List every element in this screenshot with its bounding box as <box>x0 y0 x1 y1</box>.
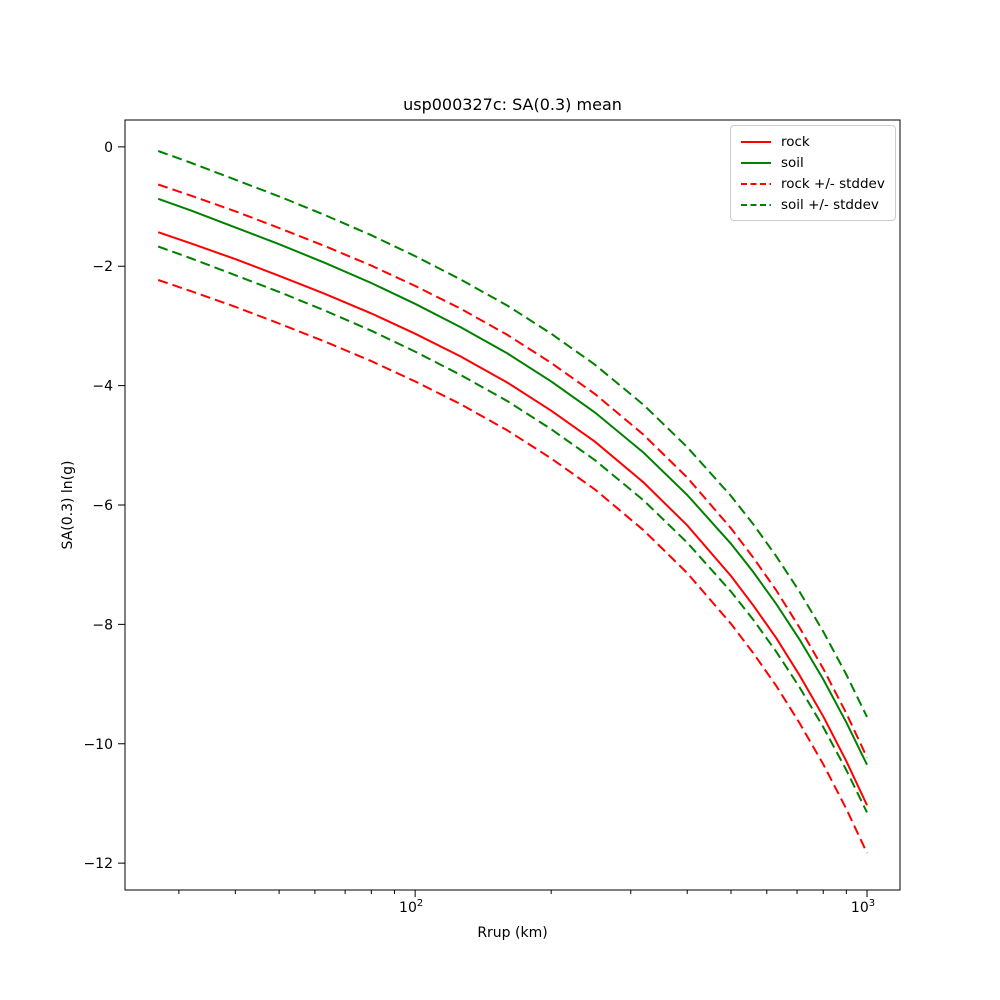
legend-line-sample-dashed <box>741 203 771 206</box>
legend-item-soil_stddev_band: soil +/- stddev <box>740 194 886 215</box>
legend-label: soil +/- stddev <box>781 196 879 213</box>
legend-label: rock <box>781 133 810 150</box>
x-axis-label: Rrup (km) <box>477 925 547 941</box>
ticks-layer: 0 −2 −4 −6 −8 −10 −12 102 103 <box>83 140 875 916</box>
curve-rock-minus-stddev <box>157 279 868 854</box>
y-axis-tick-label: −8 <box>92 617 113 633</box>
curve-rock-plus-stddev <box>157 183 868 758</box>
legend-item-rock_stddev_band: rock +/- stddev <box>740 173 886 194</box>
curve-soil-minus-stddev <box>157 245 868 813</box>
curve-soil <box>157 197 868 766</box>
y-axis-tick-label: −10 <box>83 737 113 753</box>
y-axis-tick-label: −4 <box>92 379 113 395</box>
curve-rock <box>157 231 868 806</box>
legend-item-rock: rock <box>740 131 886 152</box>
legend-label: soil <box>781 154 804 171</box>
x-axis-tick-label: 103 <box>851 898 875 916</box>
chart-title: usp000327c: SA(0.3) mean <box>403 95 622 114</box>
curve-soil-plus-stddev <box>157 150 868 718</box>
y-axis-tick-label: −6 <box>92 498 113 514</box>
legend: rock soil rock +/- stddev soil +/- stddev <box>730 125 896 221</box>
y-axis-label: SA(0.3) ln(g) <box>60 461 76 550</box>
legend-line-sample-dashed <box>741 182 771 185</box>
legend-label: rock +/- stddev <box>781 175 885 192</box>
y-axis-tick-label: −2 <box>92 259 113 275</box>
x-axis-tick-label: 102 <box>399 898 423 916</box>
axes-spine <box>124 119 901 891</box>
y-axis-tick-label: −12 <box>83 856 113 872</box>
curves-layer <box>157 150 868 854</box>
legend-line-sample-solid <box>741 140 771 143</box>
y-axis-tick-label: 0 <box>104 140 113 156</box>
legend-item-soil: soil <box>740 152 886 173</box>
legend-line-sample-solid <box>741 161 771 164</box>
